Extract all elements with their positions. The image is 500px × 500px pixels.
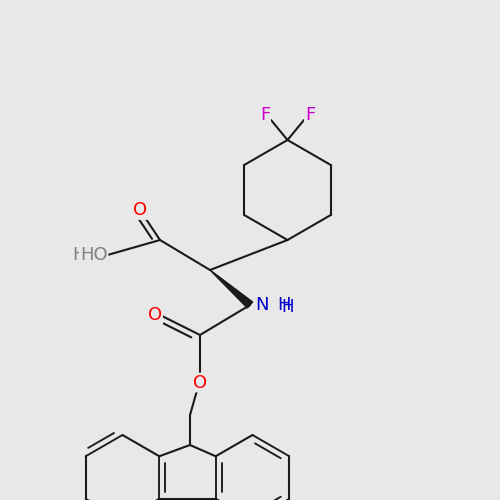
- Text: F: F: [305, 106, 315, 124]
- Text: O: O: [133, 201, 147, 219]
- Polygon shape: [210, 270, 252, 308]
- Text: H: H: [281, 298, 293, 316]
- Text: N: N: [255, 296, 268, 314]
- Text: O: O: [148, 306, 162, 324]
- Text: H: H: [278, 296, 291, 314]
- Text: HO: HO: [80, 246, 108, 264]
- Text: HO: HO: [72, 246, 100, 264]
- Text: O: O: [193, 374, 207, 392]
- Text: F: F: [260, 106, 270, 124]
